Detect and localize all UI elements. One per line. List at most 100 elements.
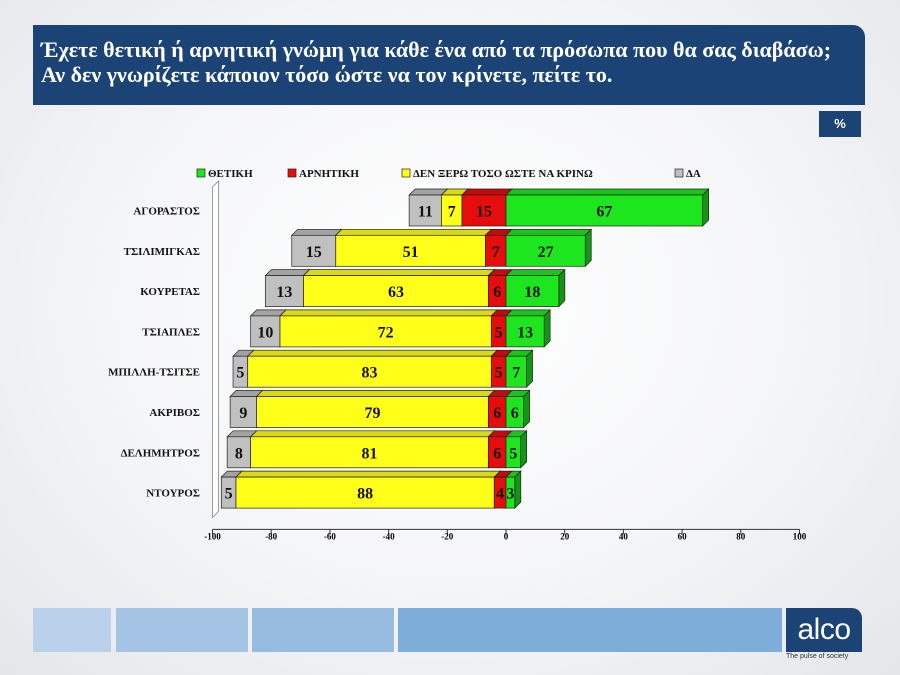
- bar-dont-know: [256, 396, 489, 428]
- bar-positive-side: [526, 349, 533, 389]
- bar-negative-label: 5: [495, 324, 503, 341]
- category-label: ΑΓΟΡΑΣΤΟΣ: [133, 206, 200, 218]
- bar-dont-know-label: 51: [403, 244, 419, 261]
- category-label: ΚΟΥΡΕΤΑΣ: [140, 286, 200, 298]
- bar-dont-know-top: [334, 228, 493, 236]
- bar-dont-know-label: 79: [364, 405, 380, 422]
- bar-negative-top: [461, 188, 513, 196]
- legend-swatch-no_answer: [674, 168, 684, 178]
- bar-positive-side: [584, 228, 592, 268]
- bar-dont-know-top: [279, 309, 499, 317]
- x-tick-label: -20: [441, 531, 453, 541]
- bar-no-answer-top: [408, 188, 449, 196]
- legend-label-no_answer: ΔΑ: [686, 168, 701, 180]
- legend-swatch-negative: [287, 168, 297, 178]
- bar-dont-know-top: [249, 430, 496, 438]
- bar-dont-know-top: [246, 349, 499, 357]
- bar-positive: [505, 234, 586, 267]
- bar-dont-know-top: [255, 390, 496, 397]
- bar-positive-side: [543, 309, 551, 348]
- x-tick-label: 0: [504, 531, 509, 541]
- bar-positive-side: [520, 429, 528, 469]
- bar-positive-side: [523, 389, 530, 429]
- bar-dont-know-label: 7: [448, 204, 456, 221]
- legend-label-negative: ΑΡΝΗΤΙΚΗ: [299, 168, 359, 180]
- bar-positive: [505, 275, 560, 307]
- category-label: ΑΚΡΙΒΟΣ: [149, 407, 200, 419]
- bar-negative-label: 7: [492, 244, 500, 261]
- bar-dont-know-label: 81: [362, 445, 378, 462]
- bar-dont-know-top: [302, 269, 496, 276]
- bar-no-answer: [264, 275, 304, 307]
- bar-positive-label: 27: [538, 244, 554, 261]
- bar-positive-side: [514, 470, 522, 509]
- bar-positive: [505, 194, 703, 227]
- bar-negative-label: 5: [495, 365, 503, 382]
- bar-positive-side: [558, 268, 566, 308]
- x-tick-label: 60: [678, 531, 688, 541]
- x-tick-label: 40: [619, 531, 629, 541]
- footer-bar-2: [116, 608, 248, 652]
- bar-no-answer-top: [264, 269, 311, 276]
- bar-positive: [505, 476, 516, 509]
- bar-no-answer: [250, 315, 281, 348]
- bar-dont-know-label: 63: [388, 284, 404, 301]
- footer-bar-1: [33, 608, 111, 652]
- bar-no-answer-label: 10: [257, 324, 273, 341]
- bar-negative-label: 6: [493, 284, 501, 301]
- bar-positive: [505, 396, 524, 428]
- bar-positive: [505, 315, 545, 348]
- bar-dont-know: [303, 275, 489, 307]
- x-tick-label: 100: [793, 531, 807, 541]
- category-label: ΝΤΟΥΡΟΣ: [146, 488, 200, 500]
- category-label: ΤΣΙΛΙΜΙΓΚΑΣ: [124, 246, 200, 258]
- bar-positive-label: 18: [524, 284, 540, 301]
- alco-logo: alco: [786, 608, 862, 652]
- bar-negative-label: 6: [493, 445, 501, 462]
- bar-positive-label: 7: [512, 365, 520, 382]
- bar-no-answer-label: 5: [236, 365, 244, 382]
- footer-bar-4: [398, 608, 782, 652]
- legend-swatch-positive: [196, 168, 206, 178]
- bar-dont-know: [250, 436, 489, 469]
- bar-dont-know: [235, 476, 495, 509]
- bar-dont-know: [279, 315, 492, 348]
- bar-no-answer-label: 8: [235, 445, 243, 462]
- bar-positive-label: 67: [596, 204, 612, 221]
- footer-bar-3: [252, 608, 394, 652]
- legend-swatch-dont_know: [401, 168, 411, 178]
- bar-positive-label: 5: [509, 445, 517, 462]
- bar-positive-label: 13: [517, 324, 533, 341]
- tagline: The pulse of society: [786, 653, 849, 660]
- title-banner: Έχετε θετική ή αρνητική γνώμη για κάθε έ…: [33, 25, 865, 105]
- legend-label-dont_know: ΔΕΝ ΞΕΡΩ ΤΟΣΟ ΩΣΤΕ ΝΑ ΚΡΙΝΩ: [413, 168, 593, 180]
- bar-positive-label: 3: [506, 486, 514, 503]
- category-label: ΤΣΙΑΠΛΕΣ: [142, 326, 200, 338]
- bar-positive-top: [505, 269, 566, 276]
- chart-side-wall: [212, 180, 219, 519]
- bar-dont-know-label: 72: [378, 324, 394, 341]
- bar-no-answer-label: 11: [418, 204, 433, 221]
- bar-positive-label: 6: [511, 405, 519, 422]
- bar-dont-know-top: [235, 470, 502, 478]
- x-tick-label: -60: [324, 531, 336, 541]
- bar-no-answer-label: 15: [306, 244, 322, 261]
- bar-positive-side: [702, 188, 709, 227]
- category-label: ΜΠΙΛΛΗ-ΤΣΙΤΣΕ: [108, 367, 200, 379]
- x-tick-label: -40: [383, 531, 395, 541]
- bar-no-answer-label: 13: [276, 284, 292, 301]
- bar-negative-label: 6: [493, 405, 501, 422]
- bar-positive-top: [505, 188, 710, 196]
- bar-negative-label: 15: [476, 204, 492, 221]
- bar-no-answer: [291, 234, 337, 267]
- legend-label-positive: ΘΕΤΙΚΗ: [208, 168, 253, 180]
- bar-no-answer-label: 5: [225, 486, 233, 503]
- bar-dont-know-label: 83: [362, 365, 378, 382]
- bar-no-answer-label: 9: [239, 405, 247, 422]
- bar-positive: [505, 355, 527, 388]
- bar-no-answer: [229, 396, 257, 428]
- bar-positive: [505, 436, 522, 469]
- category-label: ΔΕΛΗΜΗΤΡΟΣ: [121, 447, 200, 459]
- percent-badge: %: [819, 111, 861, 137]
